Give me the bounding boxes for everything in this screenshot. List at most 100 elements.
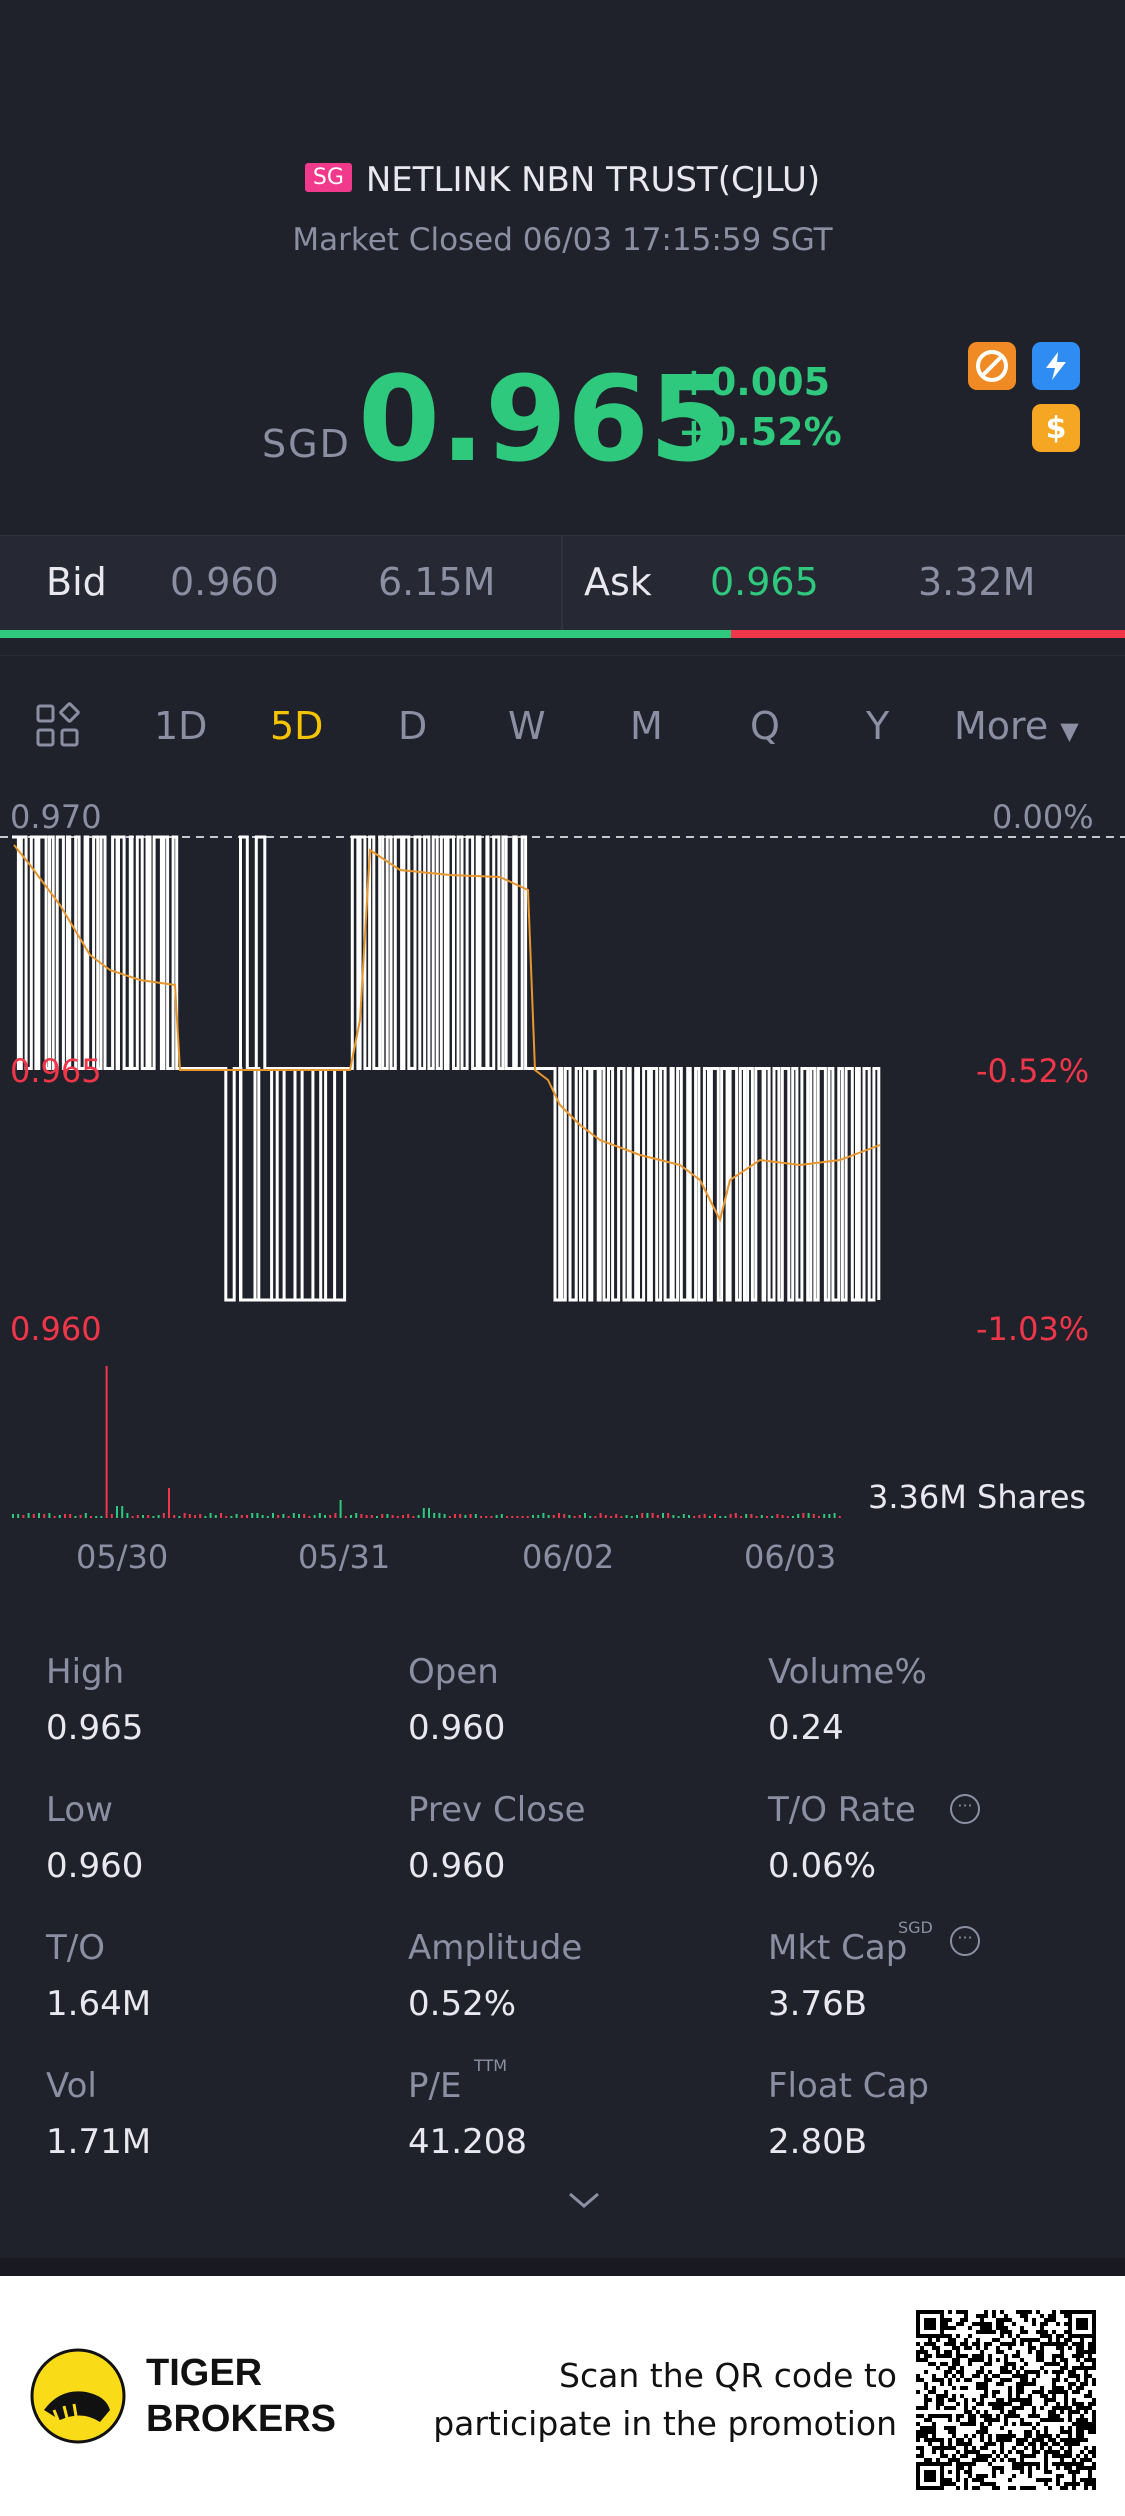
ask-volume-bar <box>731 630 1125 638</box>
price-chart[interactable]: 0.970 0.965 0.960 0.00% -0.52% -1.03% 3.… <box>0 780 1125 1610</box>
volume-bar <box>547 1515 550 1518</box>
volume-bar <box>656 1515 659 1518</box>
volume-bar <box>188 1514 191 1518</box>
stat-high-label: High <box>46 1652 125 1692</box>
torate-info-icon[interactable]: ··· <box>950 1794 980 1824</box>
volume-bar <box>412 1516 415 1518</box>
average-price-line <box>13 844 881 1223</box>
volume-bar <box>246 1515 248 1518</box>
stat-prevclose-value: 0.960 <box>408 1846 506 1886</box>
volume-bar <box>677 1516 680 1518</box>
chart-period-tabs: 1D 5D D W M Q Y More ▼ <box>0 655 1125 776</box>
tab-q[interactable]: Q <box>750 704 780 748</box>
mktcap-info-icon[interactable]: ··· <box>950 1926 980 1956</box>
volume-bar <box>240 1515 243 1518</box>
flash-icon[interactable] <box>1032 342 1080 390</box>
volume-bar <box>162 1513 165 1518</box>
x-tick-0: 05/30 <box>76 1538 169 1576</box>
volume-bar <box>402 1515 404 1518</box>
no-shorting-icon[interactable] <box>968 342 1016 390</box>
stat-mktcap-label: Mkt Cap <box>768 1928 908 1968</box>
volume-bar <box>277 1515 280 1518</box>
price-change: +0.005 <box>678 360 831 404</box>
volume-bar <box>428 1508 430 1518</box>
volume-bar <box>636 1515 638 1518</box>
volume-bar <box>282 1514 285 1518</box>
dollar-icon[interactable]: $ <box>1032 404 1080 452</box>
tab-5d[interactable]: 5D <box>270 704 324 748</box>
volume-bar <box>199 1514 202 1518</box>
stat-amplitude-value: 0.52% <box>408 1984 517 2024</box>
volume-bar <box>563 1514 566 1518</box>
volume-bar <box>48 1513 51 1518</box>
expand-chevron-icon[interactable] <box>566 2188 602 2212</box>
qr-code[interactable] <box>916 2310 1096 2490</box>
volume-bar <box>719 1516 722 1518</box>
volume-bar <box>329 1515 332 1518</box>
volume-bar <box>594 1516 597 1518</box>
volume-bar <box>136 1515 139 1518</box>
volume-bar <box>105 1366 108 1518</box>
stat-vol-value: 1.71M <box>46 2122 152 2162</box>
volume-bar <box>615 1514 618 1518</box>
volume-bar <box>74 1516 77 1518</box>
volume-bar <box>740 1516 742 1518</box>
stat-pe-value: 41.208 <box>408 2122 527 2162</box>
volume-bar <box>495 1515 498 1518</box>
y-tick-right-2: -1.03% <box>976 1310 1090 1348</box>
volume-bar <box>17 1514 20 1518</box>
tab-more[interactable]: More ▼ <box>954 704 1079 748</box>
volume-bar <box>480 1516 482 1518</box>
tab-d[interactable]: D <box>398 704 428 748</box>
volume-bar <box>422 1508 425 1518</box>
volume-bar <box>391 1515 394 1518</box>
volume-bar <box>126 1513 129 1518</box>
volume-bar <box>469 1514 472 1518</box>
volume-bar <box>100 1516 103 1518</box>
x-tick-2: 06/02 <box>522 1538 615 1576</box>
volume-bar <box>584 1513 586 1518</box>
y-tick-right-0: 0.00% <box>992 798 1094 836</box>
brand-name: TIGER BROKERS <box>146 2350 336 2442</box>
volume-bar <box>266 1516 269 1518</box>
ask-label: Ask <box>584 560 652 604</box>
tab-y[interactable]: Y <box>866 704 890 748</box>
tab-w[interactable]: W <box>508 704 546 748</box>
stat-floatcap-label: Float Cap <box>768 2066 929 2106</box>
brand-line-2: BROKERS <box>146 2398 337 2440</box>
bid-volume-bar <box>0 630 731 638</box>
volume-bar <box>474 1514 477 1518</box>
price-series <box>12 835 881 1302</box>
last-price: 0.965 <box>358 350 732 488</box>
volume-bar <box>448 1516 451 1518</box>
volume-bar <box>703 1514 706 1518</box>
mktcap-currency-sup: SGD <box>898 1918 933 1937</box>
caret-down-icon: ▼ <box>1060 717 1079 745</box>
volume-bar <box>760 1515 763 1518</box>
market-status: Market Closed 06/03 17:15:59 SGT <box>292 222 833 258</box>
tab-1d[interactable]: 1D <box>154 704 208 748</box>
tab-m[interactable]: M <box>630 704 663 748</box>
stats-grid: High 0.965 Open 0.960 Volume% 0.24 Low 0… <box>0 1640 1125 2240</box>
volume-bar <box>220 1513 222 1518</box>
volume-bar <box>682 1514 685 1518</box>
volume-bar <box>53 1516 56 1518</box>
bid-ask-divider <box>561 536 563 636</box>
price-line <box>12 835 881 1302</box>
currency-label: SGD <box>262 422 351 466</box>
volume-bar <box>84 1513 87 1518</box>
volume-bar <box>485 1516 488 1518</box>
stat-prevclose-label: Prev Close <box>408 1790 586 1830</box>
stock-title: NETLINK NBN TRUST(CJLU) <box>365 160 821 200</box>
volume-bar <box>147 1515 150 1518</box>
ask-size: 3.32M <box>918 560 1036 604</box>
volume-bar <box>838 1516 841 1518</box>
layout-grid-icon[interactable] <box>34 702 82 750</box>
volume-label: 3.36M Shares <box>868 1478 1087 1516</box>
volume-bar <box>641 1513 644 1518</box>
volume-bars <box>12 1366 841 1518</box>
y-tick-right-1: -0.52% <box>976 1052 1090 1090</box>
tiger-brokers-logo <box>30 2348 126 2444</box>
y-tick-left-1: 0.965 <box>10 1052 102 1090</box>
volume-bar <box>142 1515 144 1518</box>
